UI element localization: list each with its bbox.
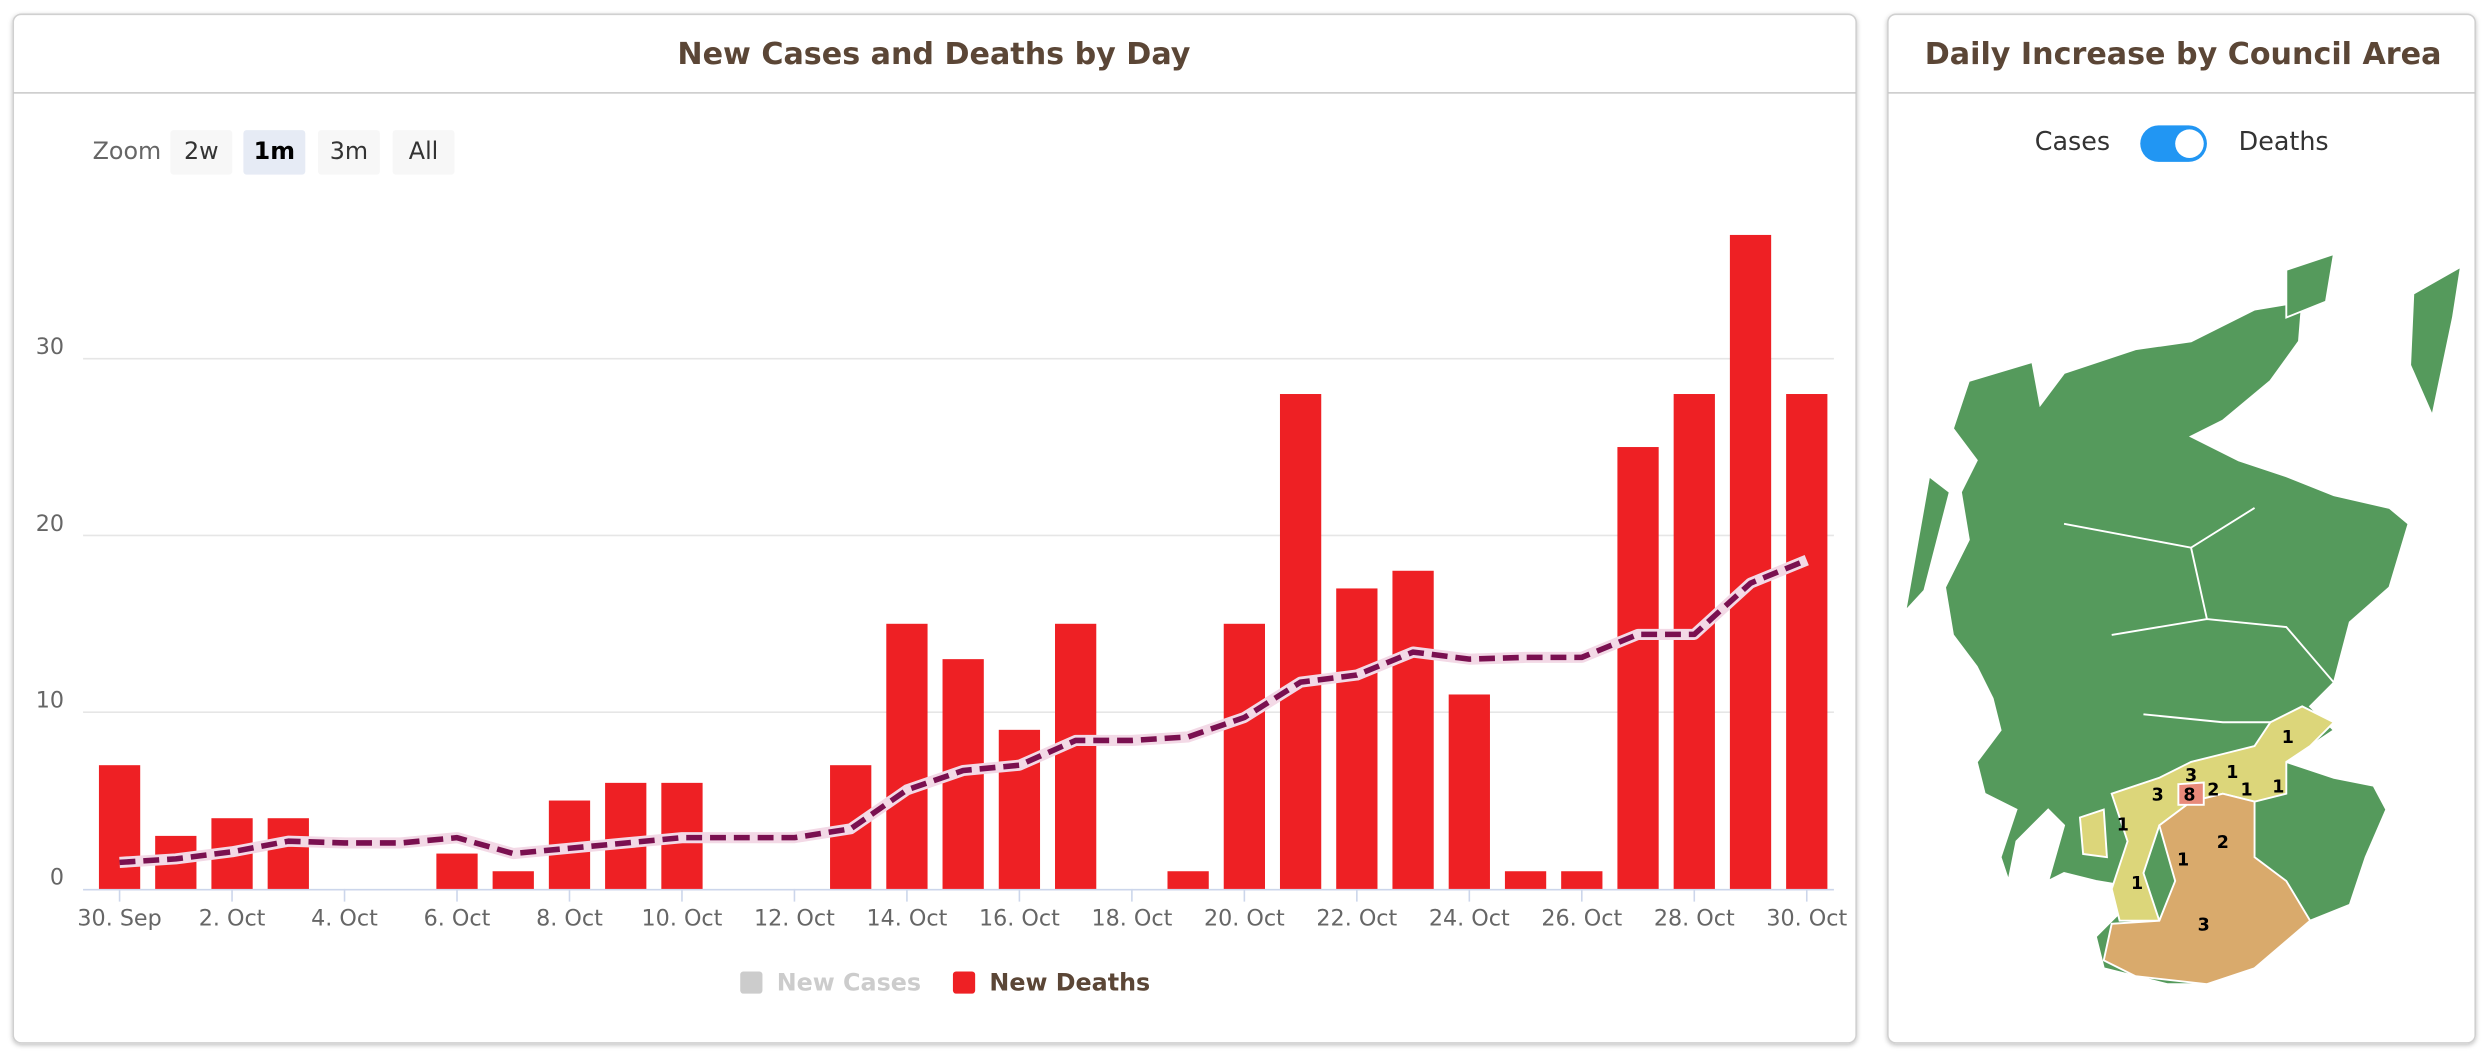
bar — [1279, 394, 1322, 889]
bar — [1392, 570, 1434, 889]
zoom-button[interactable] — [317, 130, 380, 175]
x-tick-label: 8. Oct — [536, 906, 603, 932]
legend-label[interactable]: New Cases — [777, 969, 921, 997]
x-tick-label: 2. Oct — [199, 906, 266, 932]
bar — [1786, 394, 1828, 889]
zoom-button-label[interactable]: 1m — [254, 137, 295, 165]
bar — [492, 871, 534, 889]
zoom-button[interactable] — [170, 130, 233, 175]
zoom-button-label[interactable]: All — [409, 137, 439, 165]
region[interactable] — [2102, 792, 2312, 986]
zoom-label: Zoom — [93, 137, 162, 165]
bar — [1673, 394, 1715, 889]
bar — [1167, 871, 1209, 889]
x-tick-label: 4. Oct — [311, 906, 378, 932]
map-value-label: 1 — [2131, 874, 2143, 894]
zoom-button-label[interactable]: 2w — [184, 137, 219, 165]
map-value-label: 3 — [2152, 785, 2164, 805]
boundary — [2063, 507, 2335, 724]
toggle-label: Cases — [2035, 126, 2110, 156]
x-tick-label: 28. Oct — [1654, 906, 1735, 932]
bar — [886, 623, 928, 889]
bar — [1336, 588, 1378, 889]
map-value-label: 3 — [2198, 915, 2210, 935]
toggle-label: Deaths — [2239, 126, 2329, 156]
legend-swatch[interactable] — [952, 971, 976, 994]
chart-title: New Cases and Deaths by Day — [677, 37, 1190, 72]
x-tick-label: 16. Oct — [979, 906, 1060, 932]
island — [1903, 474, 1951, 615]
scotland-map — [1903, 252, 2463, 986]
bar — [1561, 871, 1603, 889]
map-value-label: 2 — [2217, 833, 2229, 853]
bar — [98, 765, 141, 889]
bar — [1055, 623, 1097, 889]
bar — [267, 818, 309, 889]
map-value-label: 1 — [2117, 815, 2129, 835]
bar — [1617, 447, 1659, 889]
x-tick-label: 30. Oct — [1766, 906, 1847, 932]
x-tick-label: 10. Oct — [642, 906, 723, 932]
bar — [605, 782, 647, 889]
x-tick-label: 20. Oct — [1204, 906, 1285, 932]
y-tick-label: 10 — [36, 688, 64, 714]
x-tick-label: 24. Oct — [1429, 906, 1510, 932]
bar — [1504, 871, 1547, 889]
bar — [1448, 694, 1490, 889]
x-tick-label: 18. Oct — [1091, 906, 1172, 932]
map-value-label: 3 — [2185, 766, 2197, 786]
x-tick-label: 14. Oct — [867, 906, 948, 932]
map-value-label: 1 — [2241, 781, 2253, 801]
region[interactable] — [2110, 705, 2336, 922]
zoom-button[interactable] — [243, 130, 306, 175]
bar — [436, 853, 478, 889]
region[interactable] — [2177, 781, 2205, 806]
map-value-label: 2 — [2207, 781, 2219, 801]
legend-label[interactable]: New Deaths — [989, 969, 1150, 997]
x-tick-label: 26. Oct — [1541, 906, 1622, 932]
line — [119, 557, 1808, 866]
island — [2078, 808, 2108, 859]
legend-swatch[interactable] — [740, 971, 763, 994]
map-title: Daily Increase by Council Area — [1925, 37, 2442, 72]
island — [2409, 264, 2463, 419]
x-tick-label: 6. Oct — [424, 906, 491, 932]
y-tick-label: 20 — [36, 511, 64, 537]
zoom-button-label[interactable]: 3m — [330, 137, 368, 165]
bar — [1729, 234, 1772, 889]
x-tick-label: 22. Oct — [1316, 906, 1397, 932]
map-value-label: 1 — [2177, 850, 2189, 870]
map-value-label: 8 — [2183, 785, 2195, 805]
x-tick-label: 12. Oct — [754, 906, 835, 932]
y-tick-label: 0 — [50, 864, 64, 890]
toggle-knob — [2175, 129, 2204, 158]
x-tick-label: 30. Sep — [77, 906, 161, 932]
bar — [1223, 623, 1266, 889]
map-value-label: 1 — [2226, 763, 2238, 783]
zoom-button[interactable] — [392, 130, 455, 175]
map-value-label: 1 — [2282, 728, 2294, 748]
y-tick-label: 30 — [36, 334, 64, 360]
island — [2285, 252, 2336, 319]
map-value-label: 1 — [2272, 777, 2284, 797]
